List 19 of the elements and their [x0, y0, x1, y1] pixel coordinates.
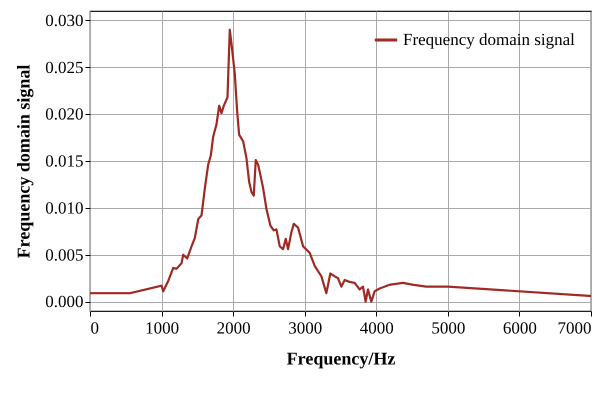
y-tick-label: 0.010 — [45, 198, 84, 218]
y-tick-label: 0.030 — [45, 10, 84, 30]
y-tick-label: 0.005 — [45, 245, 84, 264]
x-tick-label: 3000 — [288, 318, 322, 338]
x-tick-label: 6000 — [502, 318, 537, 338]
x-tick-label: 1000 — [145, 318, 180, 338]
x-axis-title: Frequency/Hz — [286, 348, 396, 368]
x-tick-label: 5000 — [431, 318, 466, 338]
x-tick-label: 4000 — [360, 318, 394, 338]
legend-label: Frequency domain signal — [403, 30, 576, 49]
y-axis-title: Frequency domain signal — [13, 64, 34, 258]
line-series — [90, 28, 591, 303]
y-tick-label: 0.020 — [45, 104, 84, 124]
x-tick-label: 7000 — [558, 318, 592, 338]
y-tick-label: 0.025 — [45, 58, 84, 77]
x-tick-label: 2000 — [216, 318, 251, 338]
y-tick-label: 0.000 — [45, 292, 84, 312]
y-tick-label: 0.015 — [45, 152, 84, 170]
x-tick-label: 0 — [90, 318, 99, 338]
